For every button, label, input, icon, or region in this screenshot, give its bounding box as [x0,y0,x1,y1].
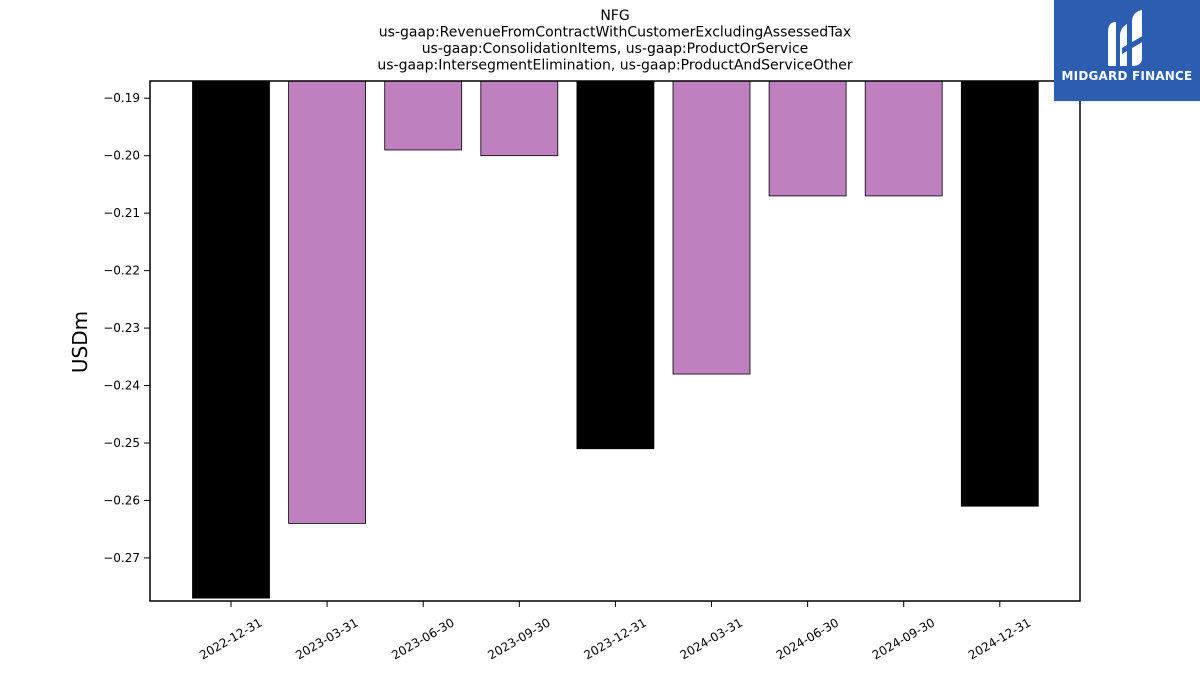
bar-2024-12-31 [960,80,1039,507]
bar-2024-09-30 [864,80,943,197]
x-axis-ticks: 2022-12-31 2023-03-31 2023-06-30 2023-09-30… [197,601,1033,662]
y-tick-label: −0.21 [103,206,140,220]
x-tick-label: 2024-03-31 [678,615,745,662]
y-axis-label: USDm [68,311,92,373]
chart-title-line: us-gaap:ConsolidationItems, us-gaap:Prod… [422,41,809,57]
chart-title: NFGus-gaap:RevenueFromContractWithCustom… [377,8,853,74]
x-tick-label: 2024-09-30 [870,615,937,662]
chart-title-line: us-gaap:RevenueFromContractWithCustomerE… [379,25,851,41]
x-tick-label: 2024-12-31 [966,615,1033,662]
bars-group [192,80,1039,599]
y-tick-label: −0.20 [103,149,140,163]
bar-2023-06-30 [384,80,463,151]
x-tick-label: 2024-06-30 [774,615,841,662]
bar-2023-12-31 [576,80,655,450]
logo-text: MIDGARD FINANCE [1061,69,1193,83]
y-tick-label: −0.24 [103,379,140,393]
bar-2023-03-31 [288,80,367,524]
y-tick-label: −0.25 [103,436,140,450]
chart-title-line: NFG [600,8,629,24]
x-tick-label: 2023-12-31 [581,615,648,662]
x-tick-label: 2022-12-31 [197,615,264,662]
bar-2024-06-30 [768,80,847,197]
y-tick-label: −0.23 [103,321,140,335]
x-tick-label: 2023-06-30 [389,615,456,662]
bar-2022-12-31 [192,80,270,599]
y-axis-ticks: −0.19 −0.20 −0.21 −0.22 −0.23 −0.24 −0.25 −0.26… [103,91,150,565]
y-tick-label: −0.26 [103,493,140,507]
bar-2024-03-31 [672,80,751,375]
bar-2023-09-30 [480,80,559,157]
y-tick-label: −0.19 [103,91,140,105]
y-tick-label: −0.27 [103,551,140,565]
y-tick-label: −0.22 [103,264,140,278]
midgard-finance-logo: MIDGARD FINANCE [1054,0,1200,101]
x-tick-label: 2023-09-30 [485,615,552,662]
chart-title-line: us-gaap:IntersegmentElimination, us-gaap… [377,58,853,74]
x-tick-label: 2023-03-31 [293,615,360,662]
midgard-logo-icon [1108,10,1146,66]
